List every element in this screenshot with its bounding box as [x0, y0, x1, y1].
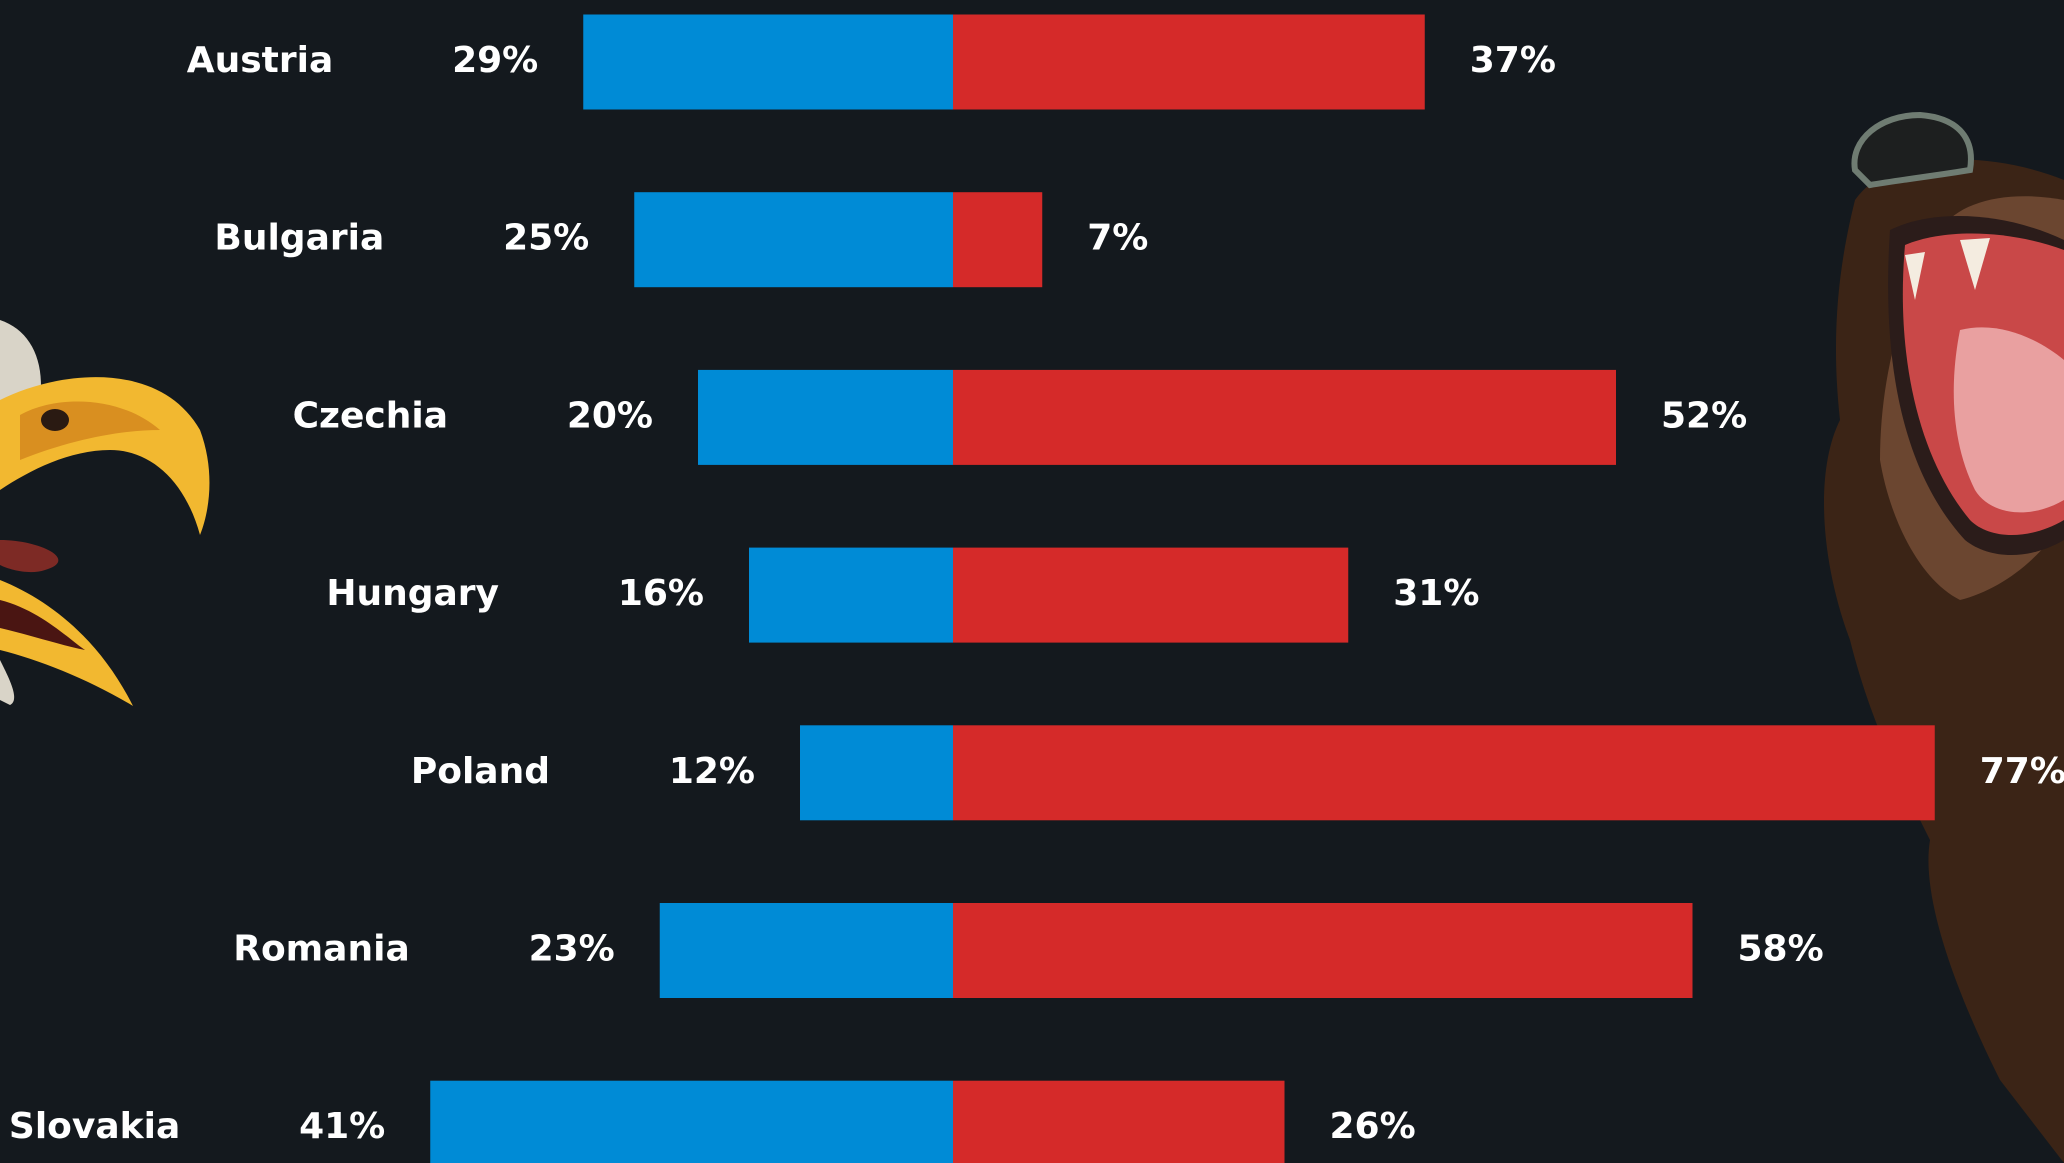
- bear-illustration: [1823, 111, 2064, 1163]
- category-label: Bulgaria: [214, 218, 384, 259]
- value-label-right: 7%: [1087, 218, 1148, 259]
- value-label-left: 25%: [503, 218, 589, 259]
- bar-right: [953, 1080, 1285, 1163]
- value-label-right: 58%: [1738, 929, 1824, 970]
- bar-left: [430, 1080, 953, 1163]
- value-label-right: 26%: [1330, 1106, 1416, 1147]
- value-label-left: 23%: [529, 929, 615, 970]
- eagle-illustration: [0, 320, 210, 706]
- bar-left: [583, 14, 953, 110]
- value-label-right: 52%: [1661, 395, 1747, 436]
- bar-right: [953, 192, 1043, 288]
- value-label-left: 20%: [567, 395, 653, 436]
- bar-left: [800, 725, 953, 821]
- bar-right: [953, 14, 1425, 110]
- bar-left: [749, 547, 953, 643]
- category-label: Poland: [411, 751, 550, 792]
- value-label-left: 29%: [452, 40, 538, 81]
- value-label-left: 12%: [669, 751, 755, 792]
- category-label: Romania: [233, 929, 410, 970]
- value-label-right: 31%: [1393, 573, 1479, 614]
- category-label: Austria: [187, 40, 334, 81]
- bar-left: [698, 369, 953, 465]
- value-label-right: 37%: [1470, 40, 1556, 81]
- category-label: Czechia: [293, 395, 448, 436]
- bar-right: [953, 547, 1349, 643]
- value-label-right: 77%: [1980, 751, 2064, 792]
- bar-right: [953, 903, 1693, 998]
- category-label: Slovakia: [9, 1106, 180, 1147]
- bar-left: [659, 903, 953, 998]
- bar-left: [634, 192, 953, 288]
- value-label-left: 41%: [299, 1106, 385, 1147]
- bar-right: [953, 725, 1935, 821]
- bar-right: [953, 369, 1616, 465]
- category-label: Hungary: [326, 573, 499, 614]
- value-label-left: 16%: [618, 573, 704, 614]
